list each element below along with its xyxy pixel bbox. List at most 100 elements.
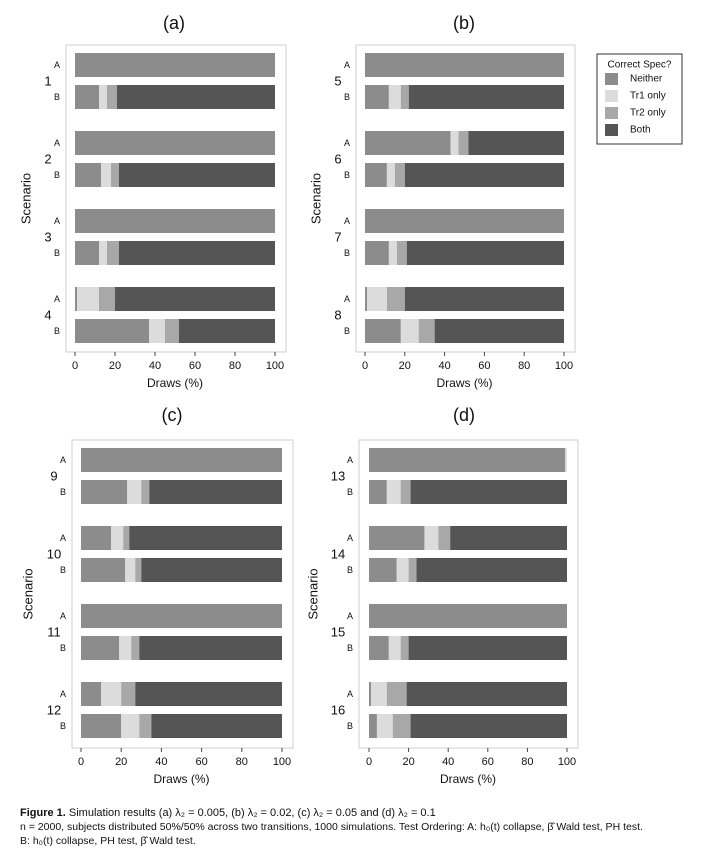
bar-segment-tr1 bbox=[121, 714, 140, 738]
bar-segment-tr1 bbox=[99, 241, 107, 265]
legend-swatch-neither bbox=[605, 73, 618, 85]
bar-segment-both bbox=[410, 480, 567, 504]
bar-segment-both bbox=[141, 558, 282, 582]
x-tick-label: 100 bbox=[558, 756, 576, 768]
x-tick-label: 20 bbox=[402, 756, 414, 768]
bar-segment-neither bbox=[365, 85, 389, 109]
y-axis-label: Scenario bbox=[19, 173, 34, 224]
row-order-label: A bbox=[54, 60, 60, 70]
bar-segment-neither bbox=[75, 85, 99, 109]
bar-segment-both bbox=[149, 480, 282, 504]
scenario-label: 16 bbox=[331, 703, 345, 718]
scenario-label: 7 bbox=[334, 230, 341, 245]
bar-segment-tr2 bbox=[396, 241, 407, 265]
bar-segment-tr1 bbox=[370, 682, 387, 706]
bar-segment-tr2 bbox=[394, 163, 405, 187]
bar-segment-neither bbox=[81, 480, 128, 504]
x-axis: 0 20 40 60 80 100 bbox=[366, 748, 576, 768]
bar-segment-both bbox=[408, 85, 564, 109]
bar-segment-both bbox=[129, 526, 282, 550]
row-order-label: B bbox=[347, 643, 353, 653]
scenario-group: A B2 bbox=[44, 131, 275, 187]
x-tick-label: 60 bbox=[195, 756, 207, 768]
bar-segment-tr2 bbox=[386, 682, 407, 706]
figure-caption: Figure 1. Simulation results (a) λ₂ = 0.… bbox=[20, 806, 695, 848]
row-order-label: B bbox=[347, 565, 353, 575]
bar-segment-tr1 bbox=[149, 319, 165, 343]
row-order-label: B bbox=[60, 487, 66, 497]
bar-segment-tr1 bbox=[388, 636, 401, 660]
bar-segment-neither bbox=[81, 526, 112, 550]
bar-segment-tr1 bbox=[119, 636, 132, 660]
bar-segment-both bbox=[406, 682, 567, 706]
panel-frame bbox=[71, 439, 294, 749]
row-order-label: B bbox=[347, 487, 353, 497]
panel-label: (a) bbox=[163, 13, 185, 33]
x-tick-label: 20 bbox=[115, 756, 127, 768]
row-order-label: B bbox=[344, 248, 350, 258]
panel-label: (b) bbox=[453, 13, 475, 33]
scenario-label: 5 bbox=[334, 74, 341, 89]
bar-segment-tr1 bbox=[366, 287, 387, 311]
bar-segment-tr1 bbox=[111, 526, 124, 550]
bar-segment-tr2 bbox=[123, 526, 130, 550]
bar-segment-tr1 bbox=[101, 163, 111, 187]
bar-segment-tr1 bbox=[101, 682, 122, 706]
y-axis-label: Scenario bbox=[306, 568, 321, 619]
scenario-group: A B15 bbox=[331, 604, 567, 660]
bar-segment-tr1 bbox=[99, 85, 107, 109]
panel-frame bbox=[65, 44, 287, 353]
bar-segment-neither bbox=[75, 209, 275, 233]
scenario-label: 13 bbox=[331, 469, 345, 484]
scenario-label: 15 bbox=[331, 625, 345, 640]
bar-segment-both bbox=[139, 636, 282, 660]
x-tick-label: 40 bbox=[442, 756, 454, 768]
x-tick-label: 40 bbox=[155, 756, 167, 768]
legend-label: Neither bbox=[630, 74, 663, 85]
bar-segment-neither bbox=[365, 287, 367, 311]
scenario-group: A B8 bbox=[334, 287, 564, 343]
bar-segment-neither bbox=[369, 714, 377, 738]
x-tick-label: 80 bbox=[229, 360, 241, 372]
bar-segment-tr1 bbox=[376, 714, 393, 738]
bar-segment-both bbox=[404, 287, 564, 311]
panel-frame bbox=[355, 44, 576, 353]
row-order-label: A bbox=[347, 689, 353, 699]
bar-segment-both bbox=[404, 163, 564, 187]
bar-segment-neither bbox=[81, 636, 120, 660]
bar-segment-tr1 bbox=[386, 480, 401, 504]
scenario-label: 6 bbox=[334, 152, 341, 167]
row-order-label: A bbox=[60, 533, 66, 543]
bar-segment-tr2 bbox=[111, 163, 119, 187]
scenario-group: A B7 bbox=[334, 209, 564, 265]
row-order-label: B bbox=[60, 565, 66, 575]
bar-segment-tr2 bbox=[121, 682, 136, 706]
row-order-label: A bbox=[347, 611, 353, 621]
row-order-label: A bbox=[60, 689, 66, 699]
row-order-label: B bbox=[344, 170, 350, 180]
bar-segment-neither bbox=[369, 558, 397, 582]
x-axis-label: Draws (%) bbox=[437, 376, 493, 390]
legend-label: Tr2 only bbox=[630, 108, 666, 119]
bar-segment-tr1 bbox=[386, 163, 395, 187]
bar-segment-tr1 bbox=[388, 85, 401, 109]
bar-segment-tr1 bbox=[77, 287, 99, 311]
scenario-group: A B13 bbox=[331, 448, 567, 504]
x-axis: 0 20 40 60 80 100 bbox=[72, 352, 284, 372]
x-tick-label: 80 bbox=[521, 756, 533, 768]
bar-segment-neither bbox=[75, 131, 275, 155]
caption-line-2: n = 2000, subjects distributed 50%/50% a… bbox=[20, 821, 643, 833]
x-axis-label: Draws (%) bbox=[154, 772, 210, 786]
bar-segment-tr2 bbox=[408, 558, 417, 582]
bar-segment-tr2 bbox=[165, 319, 179, 343]
bar-segment-tr1 bbox=[565, 448, 567, 472]
legend-title: Correct Spec? bbox=[608, 60, 672, 71]
scenario-label: 1 bbox=[44, 74, 51, 89]
bar-segment-tr1 bbox=[400, 319, 419, 343]
scenario-label: 4 bbox=[44, 308, 51, 323]
scenario-label: 10 bbox=[47, 547, 61, 562]
bar-segment-tr2 bbox=[392, 714, 411, 738]
bar-segment-both bbox=[416, 558, 567, 582]
